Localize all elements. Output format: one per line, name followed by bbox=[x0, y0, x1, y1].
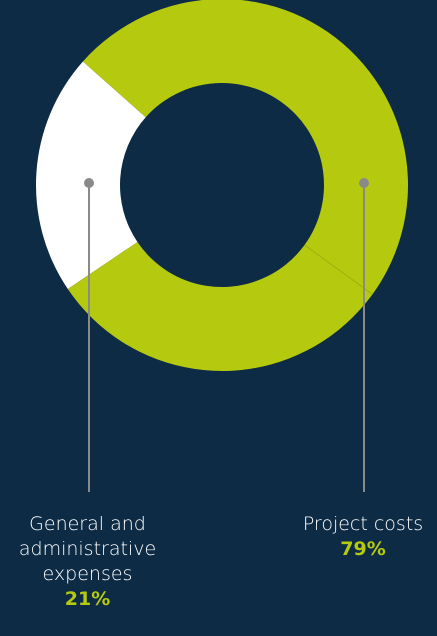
percent-value: 79% bbox=[340, 538, 386, 560]
label-line: General and bbox=[29, 513, 146, 535]
slice-project-costs bbox=[67, 0, 408, 371]
label-project-costs: Project costs 79% bbox=[282, 512, 437, 562]
label-line: Project costs bbox=[302, 513, 424, 535]
donut-slices bbox=[36, 0, 408, 371]
slice-seam bbox=[304, 244, 373, 295]
slice-general-administrative bbox=[36, 61, 146, 290]
label-line: administrative bbox=[18, 538, 157, 560]
leader-project-costs-dot bbox=[359, 178, 369, 188]
label-general-administrative: General and administrative expenses 21% bbox=[5, 512, 170, 612]
leader-lines bbox=[84, 178, 369, 492]
label-line: expenses bbox=[42, 563, 133, 585]
leader-general-administrative-dot bbox=[84, 178, 94, 188]
percent-value: 21% bbox=[64, 588, 111, 610]
